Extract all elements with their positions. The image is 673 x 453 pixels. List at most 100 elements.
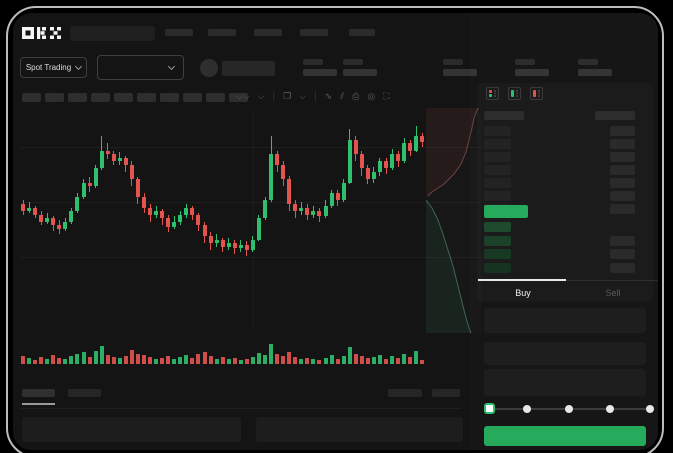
volume-bar [27, 358, 32, 364]
fullscreen-icon[interactable]: ⛶ [383, 90, 390, 101]
order-book-header [484, 111, 524, 120]
timeframe-button[interactable] [229, 93, 248, 102]
pair-selector-dropdown[interactable] [97, 55, 184, 80]
order-book-price-bar[interactable] [484, 152, 511, 162]
nav-item[interactable] [254, 29, 282, 36]
candle [311, 211, 316, 215]
candle [323, 205, 328, 217]
coin-icon [200, 59, 218, 77]
buy-submit-button[interactable] [484, 426, 646, 446]
mid-price-bar[interactable] [484, 205, 528, 218]
volume-bar [154, 359, 159, 364]
timeframe-button[interactable] [160, 93, 179, 102]
candle [390, 154, 395, 169]
search-input[interactable] [70, 26, 155, 41]
slider-step-dot[interactable] [565, 405, 573, 413]
book-both-icon[interactable] [486, 87, 499, 100]
chart-type-chevron-icon[interactable]: ⌵ [299, 90, 306, 101]
volume-bar [408, 357, 413, 364]
okx-logo[interactable] [22, 25, 64, 41]
volume-bar [420, 360, 425, 364]
orders-panel-placeholder[interactable] [22, 417, 241, 442]
timeframe-button[interactable] [114, 93, 133, 102]
dropdown-chevron-icon[interactable]: ⌵ [257, 90, 265, 101]
divider: | [272, 90, 276, 102]
divider [20, 408, 462, 409]
order-book-price-bar[interactable] [484, 191, 511, 201]
tab-sell[interactable]: Sell [605, 288, 621, 298]
order-book-price-bar[interactable] [484, 262, 511, 273]
line [537, 90, 540, 92]
candle [63, 221, 68, 229]
timeframe-button[interactable] [68, 93, 87, 102]
order-book-price-bar[interactable] [484, 178, 511, 188]
bottom-action[interactable] [388, 389, 422, 397]
slider-step-dot[interactable] [523, 405, 531, 413]
order-book-price-bar[interactable] [484, 249, 511, 259]
nav-item[interactable] [165, 29, 193, 36]
nav-item[interactable] [300, 29, 328, 36]
book-asks-icon[interactable] [530, 87, 543, 100]
timeframe-button[interactable] [206, 93, 225, 102]
order-book-amount-bar [610, 191, 635, 201]
timeframe-button[interactable] [137, 93, 156, 102]
volume-bar [287, 352, 292, 364]
nav-item[interactable] [349, 29, 375, 36]
compare-icon[interactable]: ⫽ [340, 90, 345, 101]
volume-bar [93, 351, 98, 364]
candle [69, 211, 74, 222]
candle [160, 211, 165, 219]
bottom-tab-active[interactable] [22, 389, 55, 397]
volume-bar [390, 356, 395, 364]
gridline [253, 112, 254, 332]
slider-step-dot[interactable] [606, 405, 614, 413]
divider: | [314, 90, 317, 102]
order-book-price-bar[interactable] [484, 222, 511, 232]
chevrons-icon[interactable]: ⌵⌵ [236, 90, 250, 101]
candle [45, 218, 50, 222]
volume-bar [214, 359, 219, 364]
market-type-dropdown[interactable]: Spot Trading [20, 57, 87, 78]
book-bids-icon[interactable] [508, 87, 521, 100]
candle [51, 218, 56, 226]
tab-divider [478, 280, 658, 281]
order-book-amount-bar [610, 249, 635, 259]
order-book-price-bar[interactable] [484, 139, 511, 149]
candle [148, 207, 153, 215]
orders-panel-placeholder[interactable] [256, 417, 463, 442]
volume-bar [51, 355, 56, 364]
bottom-action[interactable] [432, 389, 460, 397]
bottom-tab[interactable] [68, 389, 101, 397]
timeframe-button[interactable] [91, 93, 110, 102]
app-window: Spot Trading [13, 13, 658, 450]
chart-region[interactable] [20, 110, 481, 370]
chart-type-icon[interactable]: ❐ [283, 90, 292, 101]
volume-bar [226, 359, 231, 364]
percent-slider-handle[interactable] [484, 403, 495, 414]
order-book-price-bar[interactable] [484, 235, 511, 246]
order-book-price-bar[interactable] [484, 126, 511, 136]
amount-field[interactable] [484, 342, 646, 365]
order-book-price-bar[interactable] [484, 165, 511, 175]
price-field[interactable] [484, 308, 646, 333]
market-type-label: Spot Trading [25, 63, 72, 72]
order-book-view-toggles [486, 87, 543, 100]
line [493, 90, 496, 92]
candle [293, 204, 298, 212]
indicators-icon[interactable]: ∿ [324, 90, 333, 101]
timeframe-button[interactable] [22, 93, 41, 102]
screenshot-icon[interactable]: ⎙ [352, 90, 360, 101]
timeframe-button[interactable] [183, 93, 202, 102]
timeframe-button[interactable] [45, 93, 64, 102]
settings-icon[interactable]: ◎ [367, 90, 376, 101]
order-book-amount-bar [610, 152, 635, 162]
nav-item[interactable] [208, 29, 236, 36]
total-field[interactable] [484, 369, 646, 396]
candle [154, 211, 159, 215]
volume-bar [359, 356, 364, 364]
tab-buy[interactable]: Buy [515, 288, 531, 298]
candle [299, 207, 304, 212]
slider-step-dot[interactable] [646, 405, 654, 413]
line [515, 92, 518, 94]
